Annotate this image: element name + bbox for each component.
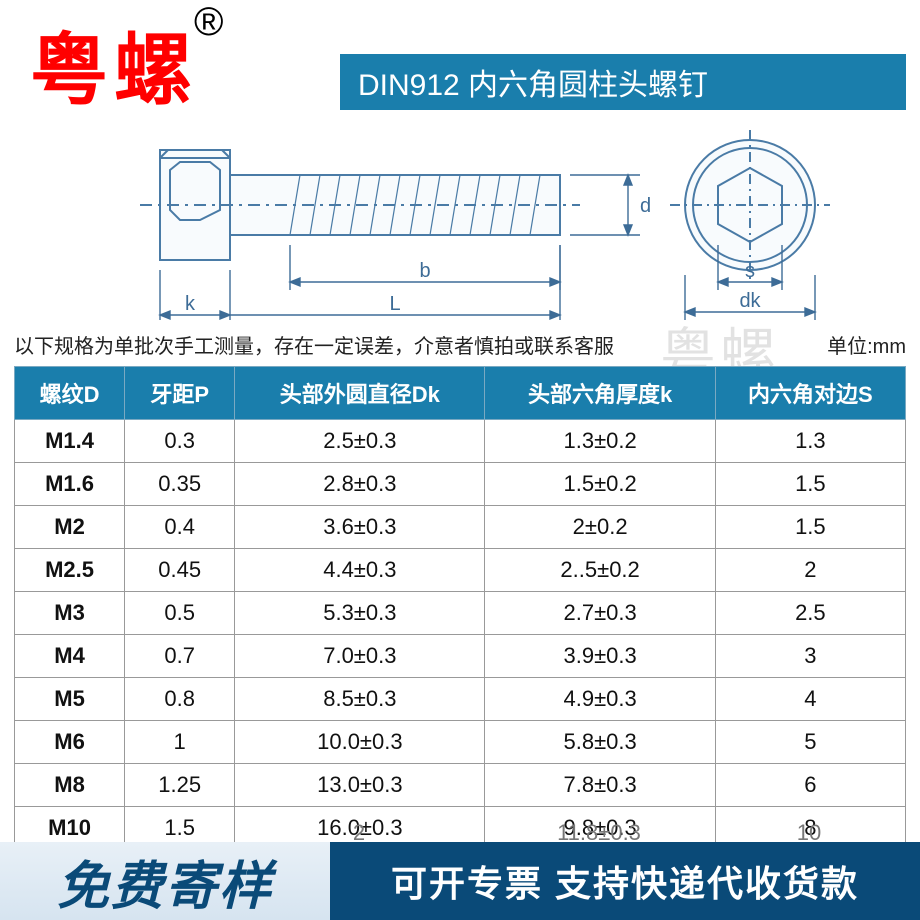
table-cell: 2.5±0.3 [235, 420, 485, 463]
col-k: 头部六角厚度k [485, 367, 715, 420]
col-thread: 螺纹D [15, 367, 125, 420]
dim-label-k: k [185, 293, 196, 315]
col-pitch: 牙距P [125, 367, 235, 420]
table-cell: M1.6 [15, 463, 125, 506]
table-row: M50.88.5±0.34.9±0.34 [15, 678, 906, 721]
table-cell: 3 [715, 635, 905, 678]
note-text: 以下规格为单批次手工测量，存在一定误差，介意者慎拍或联系客服 [14, 330, 614, 359]
table-row: M1.40.32.5±0.31.3±0.21.3 [15, 420, 906, 463]
table-cell: 13.0±0.3 [235, 764, 485, 807]
table-row: M6110.0±0.35.8±0.35 [15, 721, 906, 764]
table-cell: 1.5±0.2 [485, 463, 715, 506]
table-cell: 1.25 [125, 764, 235, 807]
table-cell: 1 [125, 721, 235, 764]
table-row: M2.50.454.4±0.32..5±0.22 [15, 549, 906, 592]
table-cell: 2 [715, 549, 905, 592]
table-cell: 1.3±0.2 [485, 420, 715, 463]
table-cell: M1.4 [15, 420, 125, 463]
measurement-note: 以下规格为单批次手工测量，存在一定误差，介意者慎拍或联系客服 单位:mm [14, 330, 906, 359]
unit-text: 单位:mm [827, 330, 906, 359]
table-cell: 10.0±0.3 [235, 721, 485, 764]
table-cell: 7.0±0.3 [235, 635, 485, 678]
table-cell: M2.5 [15, 549, 125, 592]
table-cell: 3.6±0.3 [235, 506, 485, 549]
table-cell: M8 [15, 764, 125, 807]
title-bar: DIN912 内六角圆柱头螺钉 [340, 54, 906, 110]
table-cell: 8.5±0.3 [235, 678, 485, 721]
dim-label-dk: dk [739, 290, 761, 312]
registered-mark: ® [194, 0, 229, 44]
title-text: DIN912 内六角圆柱头螺钉 [358, 60, 708, 104]
table-cell: 0.35 [125, 463, 235, 506]
dim-label-d: d [640, 195, 651, 217]
table-cell: 6 [715, 764, 905, 807]
table-cell: M4 [15, 635, 125, 678]
table-cell: 2..5±0.2 [485, 549, 715, 592]
dim-label-b: b [419, 260, 430, 282]
table-cell: 5.3±0.3 [235, 592, 485, 635]
col-s: 内六角对边S [715, 367, 905, 420]
table-row: M81.2513.0±0.37.8±0.36 [15, 764, 906, 807]
footer-left-banner: 免费寄样 [0, 842, 330, 920]
table-cell: 4.4±0.3 [235, 549, 485, 592]
table-cell: 3.9±0.3 [485, 635, 715, 678]
table-cell: 0.7 [125, 635, 235, 678]
table-row: M40.77.0±0.33.9±0.33 [15, 635, 906, 678]
technical-diagram: k L b d s [0, 120, 920, 330]
table-cell: 7.8±0.3 [485, 764, 715, 807]
free-sample-text: 免费寄样 [57, 844, 273, 919]
table-cell: 1.3 [715, 420, 905, 463]
table-row: M1.60.352.8±0.31.5±0.21.5 [15, 463, 906, 506]
table-cell: 5.8±0.3 [485, 721, 715, 764]
table-row: M30.55.3±0.32.7±0.32.5 [15, 592, 906, 635]
table-cell: 0.5 [125, 592, 235, 635]
table-cell: 0.4 [125, 506, 235, 549]
table-cell: 0.3 [125, 420, 235, 463]
table-cell: 2.7±0.3 [485, 592, 715, 635]
table-row: M20.43.6±0.32±0.21.5 [15, 506, 906, 549]
table-cell: M5 [15, 678, 125, 721]
table-cell: M2 [15, 506, 125, 549]
table-cell: 4.9±0.3 [485, 678, 715, 721]
brand-name: 粤螺 [30, 26, 198, 114]
specification-table: 螺纹D 牙距P 头部外圆直径Dk 头部六角厚度k 内六角对边S M1.40.32… [14, 366, 906, 850]
table-cell: 2.8±0.3 [235, 463, 485, 506]
table-cell: 2.5 [715, 592, 905, 635]
dim-label-s: s [745, 260, 755, 282]
footer-right-text: 可开专票 支持快递代收货款 [391, 855, 859, 907]
table-cell: 1.5 [715, 463, 905, 506]
table-cell: M6 [15, 721, 125, 764]
footer-right-banner: 可开专票 支持快递代收货款 [330, 842, 920, 920]
table-cell: 2±0.2 [485, 506, 715, 549]
col-dk: 头部外圆直径Dk [235, 367, 485, 420]
table-cell: 0.8 [125, 678, 235, 721]
table-cell: 1.5 [715, 506, 905, 549]
table-cell: 4 [715, 678, 905, 721]
table-cell: M3 [15, 592, 125, 635]
brand-logo: 粤螺® [30, 8, 234, 120]
table-header-row: 螺纹D 牙距P 头部外圆直径Dk 头部六角厚度k 内六角对边S [15, 367, 906, 420]
dim-label-L: L [389, 293, 400, 315]
table-cell: 0.45 [125, 549, 235, 592]
table-cell: 5 [715, 721, 905, 764]
